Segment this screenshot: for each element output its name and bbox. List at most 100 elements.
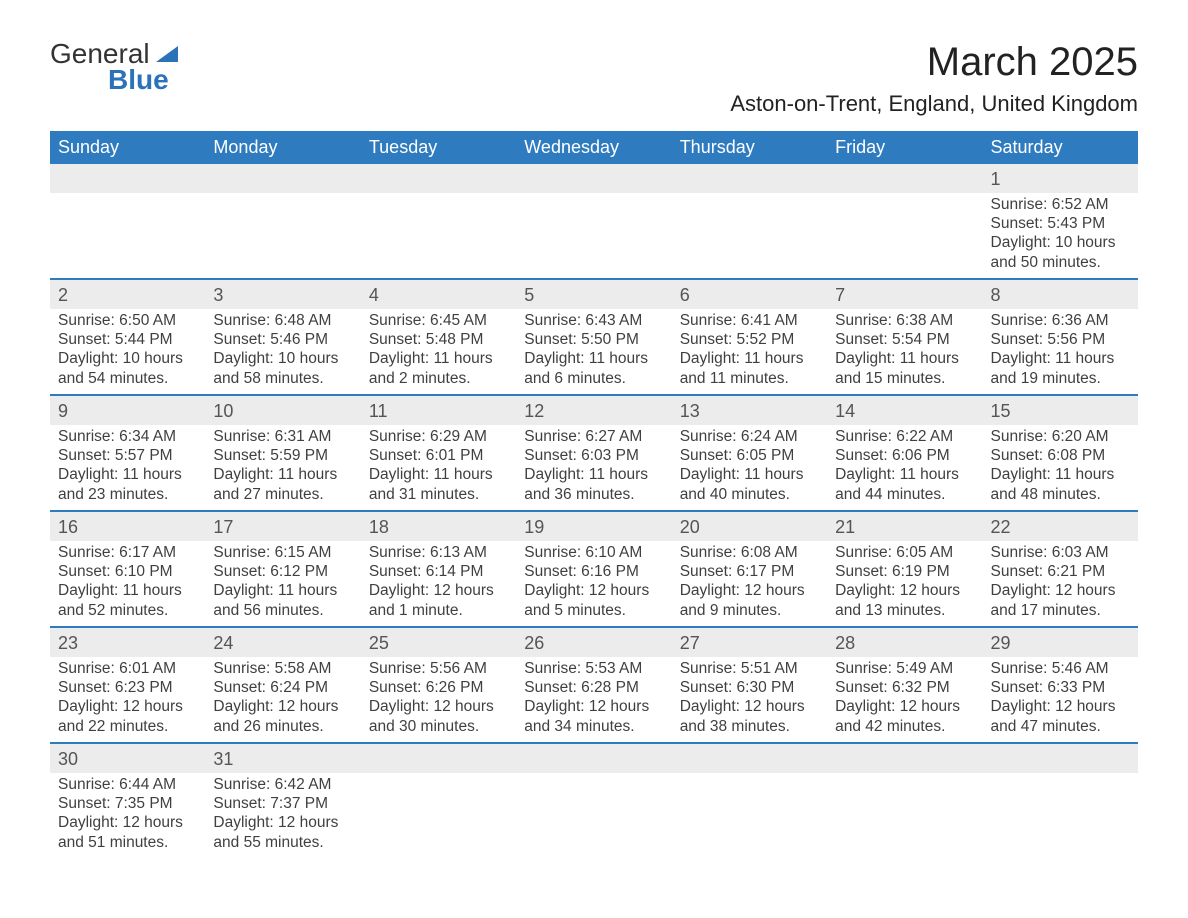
day-number-cell	[50, 164, 205, 193]
daylight-text-2: and 30 minutes.	[369, 717, 508, 736]
sunset-text: Sunset: 6:01 PM	[369, 446, 508, 465]
day-number-cell	[361, 164, 516, 193]
daylight-text-2: and 44 minutes.	[835, 485, 974, 504]
daylight-text-1: Daylight: 12 hours	[213, 813, 352, 832]
day-number-cell: 27	[672, 627, 827, 657]
weekday-header: Wednesday	[516, 131, 671, 164]
daylight-text-2: and 13 minutes.	[835, 601, 974, 620]
day-data-cell: Sunrise: 6:01 AMSunset: 6:23 PMDaylight:…	[50, 657, 205, 744]
daylight-text-2: and 36 minutes.	[524, 485, 663, 504]
daylight-text-1: Daylight: 11 hours	[524, 349, 663, 368]
day-number-row: 16171819202122	[50, 511, 1138, 541]
daylight-text-1: Daylight: 12 hours	[991, 697, 1130, 716]
sunrise-text: Sunrise: 6:42 AM	[213, 775, 352, 794]
day-number-cell	[827, 743, 982, 773]
sunset-text: Sunset: 6:24 PM	[213, 678, 352, 697]
daylight-text-2: and 55 minutes.	[213, 833, 352, 852]
sunrise-text: Sunrise: 5:49 AM	[835, 659, 974, 678]
day-number-cell	[361, 743, 516, 773]
daylight-text-2: and 58 minutes.	[213, 369, 352, 388]
daylight-text-2: and 23 minutes.	[58, 485, 197, 504]
sunset-text: Sunset: 5:48 PM	[369, 330, 508, 349]
daylight-text-1: Daylight: 12 hours	[680, 581, 819, 600]
daylight-text-1: Daylight: 11 hours	[991, 349, 1130, 368]
sunset-text: Sunset: 6:12 PM	[213, 562, 352, 581]
daylight-text-1: Daylight: 10 hours	[213, 349, 352, 368]
day-number-cell: 22	[983, 511, 1138, 541]
daylight-text-2: and 9 minutes.	[680, 601, 819, 620]
daylight-text-1: Daylight: 11 hours	[58, 581, 197, 600]
sunset-text: Sunset: 6:30 PM	[680, 678, 819, 697]
day-number-cell: 11	[361, 395, 516, 425]
daylight-text-2: and 47 minutes.	[991, 717, 1130, 736]
daylight-text-1: Daylight: 11 hours	[213, 465, 352, 484]
sunrise-text: Sunrise: 6:48 AM	[213, 311, 352, 330]
daylight-text-2: and 17 minutes.	[991, 601, 1130, 620]
day-data-row: Sunrise: 6:34 AMSunset: 5:57 PMDaylight:…	[50, 425, 1138, 512]
calendar-table: Sunday Monday Tuesday Wednesday Thursday…	[50, 131, 1138, 858]
daylight-text-2: and 26 minutes.	[213, 717, 352, 736]
daylight-text-2: and 40 minutes.	[680, 485, 819, 504]
day-number-cell: 19	[516, 511, 671, 541]
sunset-text: Sunset: 5:46 PM	[213, 330, 352, 349]
day-data-cell: Sunrise: 6:36 AMSunset: 5:56 PMDaylight:…	[983, 309, 1138, 396]
daylight-text-1: Daylight: 12 hours	[991, 581, 1130, 600]
sunset-text: Sunset: 6:06 PM	[835, 446, 974, 465]
daylight-text-1: Daylight: 10 hours	[991, 233, 1130, 252]
day-number-cell	[983, 743, 1138, 773]
day-number-cell	[672, 164, 827, 193]
day-data-cell	[827, 193, 982, 280]
day-number-cell: 9	[50, 395, 205, 425]
sunrise-text: Sunrise: 6:52 AM	[991, 195, 1130, 214]
daylight-text-1: Daylight: 11 hours	[680, 349, 819, 368]
day-data-cell	[361, 193, 516, 280]
day-data-row: Sunrise: 6:01 AMSunset: 6:23 PMDaylight:…	[50, 657, 1138, 744]
day-data-cell: Sunrise: 6:17 AMSunset: 6:10 PMDaylight:…	[50, 541, 205, 628]
weekday-header-row: Sunday Monday Tuesday Wednesday Thursday…	[50, 131, 1138, 164]
daylight-text-2: and 19 minutes.	[991, 369, 1130, 388]
daylight-text-1: Daylight: 12 hours	[369, 581, 508, 600]
sunrise-text: Sunrise: 6:22 AM	[835, 427, 974, 446]
sunset-text: Sunset: 6:28 PM	[524, 678, 663, 697]
daylight-text-1: Daylight: 12 hours	[835, 697, 974, 716]
daylight-text-1: Daylight: 11 hours	[835, 349, 974, 368]
day-data-row: Sunrise: 6:52 AMSunset: 5:43 PMDaylight:…	[50, 193, 1138, 280]
sunset-text: Sunset: 6:14 PM	[369, 562, 508, 581]
brand-logo: General Blue	[50, 40, 178, 94]
sunset-text: Sunset: 7:37 PM	[213, 794, 352, 813]
daylight-text-2: and 6 minutes.	[524, 369, 663, 388]
daylight-text-1: Daylight: 12 hours	[680, 697, 819, 716]
sunset-text: Sunset: 7:35 PM	[58, 794, 197, 813]
day-data-cell: Sunrise: 6:41 AMSunset: 5:52 PMDaylight:…	[672, 309, 827, 396]
sunrise-text: Sunrise: 5:51 AM	[680, 659, 819, 678]
brand-triangle-icon	[156, 46, 178, 62]
day-data-cell: Sunrise: 6:20 AMSunset: 6:08 PMDaylight:…	[983, 425, 1138, 512]
day-number-cell: 15	[983, 395, 1138, 425]
day-number-cell: 16	[50, 511, 205, 541]
day-number-cell	[205, 164, 360, 193]
daylight-text-1: Daylight: 11 hours	[369, 465, 508, 484]
daylight-text-1: Daylight: 12 hours	[58, 813, 197, 832]
day-number-cell: 28	[827, 627, 982, 657]
day-number-cell	[827, 164, 982, 193]
daylight-text-2: and 1 minute.	[369, 601, 508, 620]
day-data-cell	[672, 773, 827, 859]
day-number-cell	[672, 743, 827, 773]
day-number-cell: 14	[827, 395, 982, 425]
daylight-text-2: and 38 minutes.	[680, 717, 819, 736]
sunrise-text: Sunrise: 6:41 AM	[680, 311, 819, 330]
day-number-cell: 2	[50, 279, 205, 309]
day-data-cell: Sunrise: 6:45 AMSunset: 5:48 PMDaylight:…	[361, 309, 516, 396]
sunset-text: Sunset: 6:16 PM	[524, 562, 663, 581]
weekday-header: Monday	[205, 131, 360, 164]
daylight-text-1: Daylight: 11 hours	[213, 581, 352, 600]
sunrise-text: Sunrise: 6:27 AM	[524, 427, 663, 446]
day-number-cell: 24	[205, 627, 360, 657]
day-data-cell: Sunrise: 6:43 AMSunset: 5:50 PMDaylight:…	[516, 309, 671, 396]
day-data-cell: Sunrise: 6:05 AMSunset: 6:19 PMDaylight:…	[827, 541, 982, 628]
daylight-text-2: and 51 minutes.	[58, 833, 197, 852]
day-data-cell: Sunrise: 6:29 AMSunset: 6:01 PMDaylight:…	[361, 425, 516, 512]
day-number-cell: 1	[983, 164, 1138, 193]
daylight-text-1: Daylight: 11 hours	[991, 465, 1130, 484]
day-data-cell: Sunrise: 6:24 AMSunset: 6:05 PMDaylight:…	[672, 425, 827, 512]
